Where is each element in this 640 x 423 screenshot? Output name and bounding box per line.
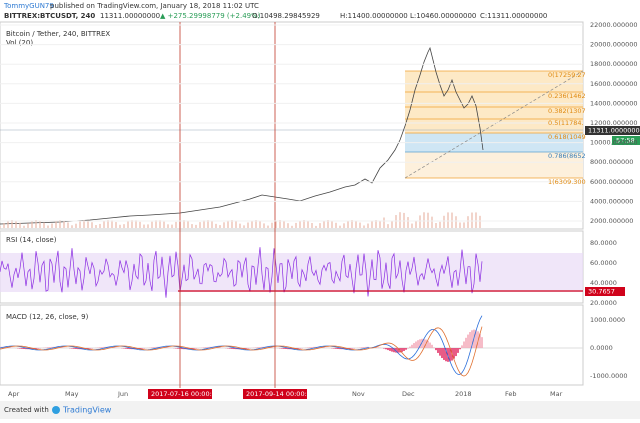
macd-pane bbox=[0, 304, 584, 386]
symbol: BITTREX:BTCUSDT, 240 bbox=[4, 12, 95, 20]
price-curve bbox=[0, 46, 484, 225]
time-axis-label: Apr bbox=[8, 390, 20, 398]
macd-title: MACD (12, 26, close, 9) bbox=[6, 313, 89, 321]
fib-label: 0.236(1462 bbox=[548, 92, 586, 100]
published: published on TradingView.com, January 18… bbox=[50, 2, 259, 10]
rsi-axis-label: 20.0000 bbox=[590, 299, 617, 307]
time-axis-label: Feb bbox=[505, 390, 517, 398]
price-axis-label: 4000.000000 bbox=[590, 197, 633, 205]
fib-label: 1(6309.300 bbox=[548, 178, 586, 186]
time-axis-label: May bbox=[65, 390, 79, 398]
fib-label: 0.382(1307 bbox=[548, 107, 586, 115]
main-title: Bitcoin / Tether, 240, BITTREX bbox=[6, 30, 110, 38]
time-axis-label: 2018 bbox=[455, 390, 472, 398]
countdown: 57:58 bbox=[616, 137, 635, 145]
time-marker: 2017-09-14 00:00:00 bbox=[246, 390, 315, 398]
fib-label: 0.786(8652 bbox=[548, 152, 586, 160]
fib-label: 0.5(11784. bbox=[548, 119, 584, 127]
macd-axis-label: 1000.0000 bbox=[590, 316, 625, 324]
countdown-box bbox=[612, 136, 640, 145]
macd-line bbox=[0, 315, 483, 375]
brand[interactable]: TradingView bbox=[62, 406, 112, 415]
low: L:10460.00000000 bbox=[410, 12, 476, 20]
last-price: 11311.00000000 bbox=[588, 127, 640, 135]
high: H:11400.00000000 bbox=[340, 12, 408, 20]
price-axis-label: 12000.000000 bbox=[590, 119, 638, 127]
rsi-line bbox=[0, 247, 483, 298]
fib-label: 0(17259.27 bbox=[548, 71, 586, 79]
fib-retracement bbox=[404, 70, 584, 179]
price-axis-label: 8000.000000 bbox=[590, 158, 633, 166]
rsi-title: RSI (14, close) bbox=[6, 236, 57, 244]
time-marker-box bbox=[148, 389, 212, 399]
brand-logo bbox=[52, 406, 60, 414]
price-axis-label: 16000.000000 bbox=[590, 80, 638, 88]
time-axis-label: Jun bbox=[117, 390, 128, 398]
price-axis-label: 6000.000000 bbox=[590, 178, 633, 186]
rsi-value-box bbox=[585, 287, 625, 296]
rsi-axis-label: 40.0000 bbox=[590, 279, 617, 287]
signal-line bbox=[0, 326, 483, 377]
fib-label: 0.618(1049 bbox=[548, 133, 586, 141]
last: 11311.00000000 bbox=[100, 12, 160, 20]
price-axis-label: 18000.000000 bbox=[590, 60, 638, 68]
price-axis-label: 10000.000000 bbox=[590, 139, 638, 147]
rsi-axis-label: 80.0000 bbox=[590, 239, 617, 247]
price-axis-label: 2000.000000 bbox=[590, 217, 633, 225]
rsi-value: 30.7657 bbox=[588, 288, 615, 296]
created-with: Created with bbox=[4, 406, 49, 414]
macd-axis-label: -1000.0000 bbox=[590, 372, 628, 380]
footer bbox=[0, 401, 640, 419]
time-marker-box bbox=[243, 389, 307, 399]
time-marker: 2017-07-16 00:00:00 bbox=[151, 390, 220, 398]
rsi-band bbox=[0, 253, 583, 292]
time-axis-label: Mar bbox=[550, 390, 563, 398]
author[interactable]: TommyGUN79 bbox=[3, 2, 54, 10]
price-axis-label: 22000.000000 bbox=[590, 21, 638, 29]
rsi-axis-label: 60.0000 bbox=[590, 259, 617, 267]
macd-axis-label: 0.0000 bbox=[590, 344, 613, 352]
time-axis-label: Dec bbox=[402, 390, 415, 398]
volume-title: Vol (20) bbox=[6, 39, 33, 47]
open: O:10498.29845929 bbox=[252, 12, 320, 20]
price-axis-label: 14000.000000 bbox=[590, 99, 638, 107]
price-axis-label: 20000.000000 bbox=[590, 41, 638, 49]
last-price-box bbox=[585, 126, 640, 135]
time-axis-label: Nov bbox=[352, 390, 365, 398]
close: C:11311.00000000 bbox=[480, 12, 547, 20]
change: ▲ +275.29998779 (+2.49%) bbox=[160, 12, 261, 20]
